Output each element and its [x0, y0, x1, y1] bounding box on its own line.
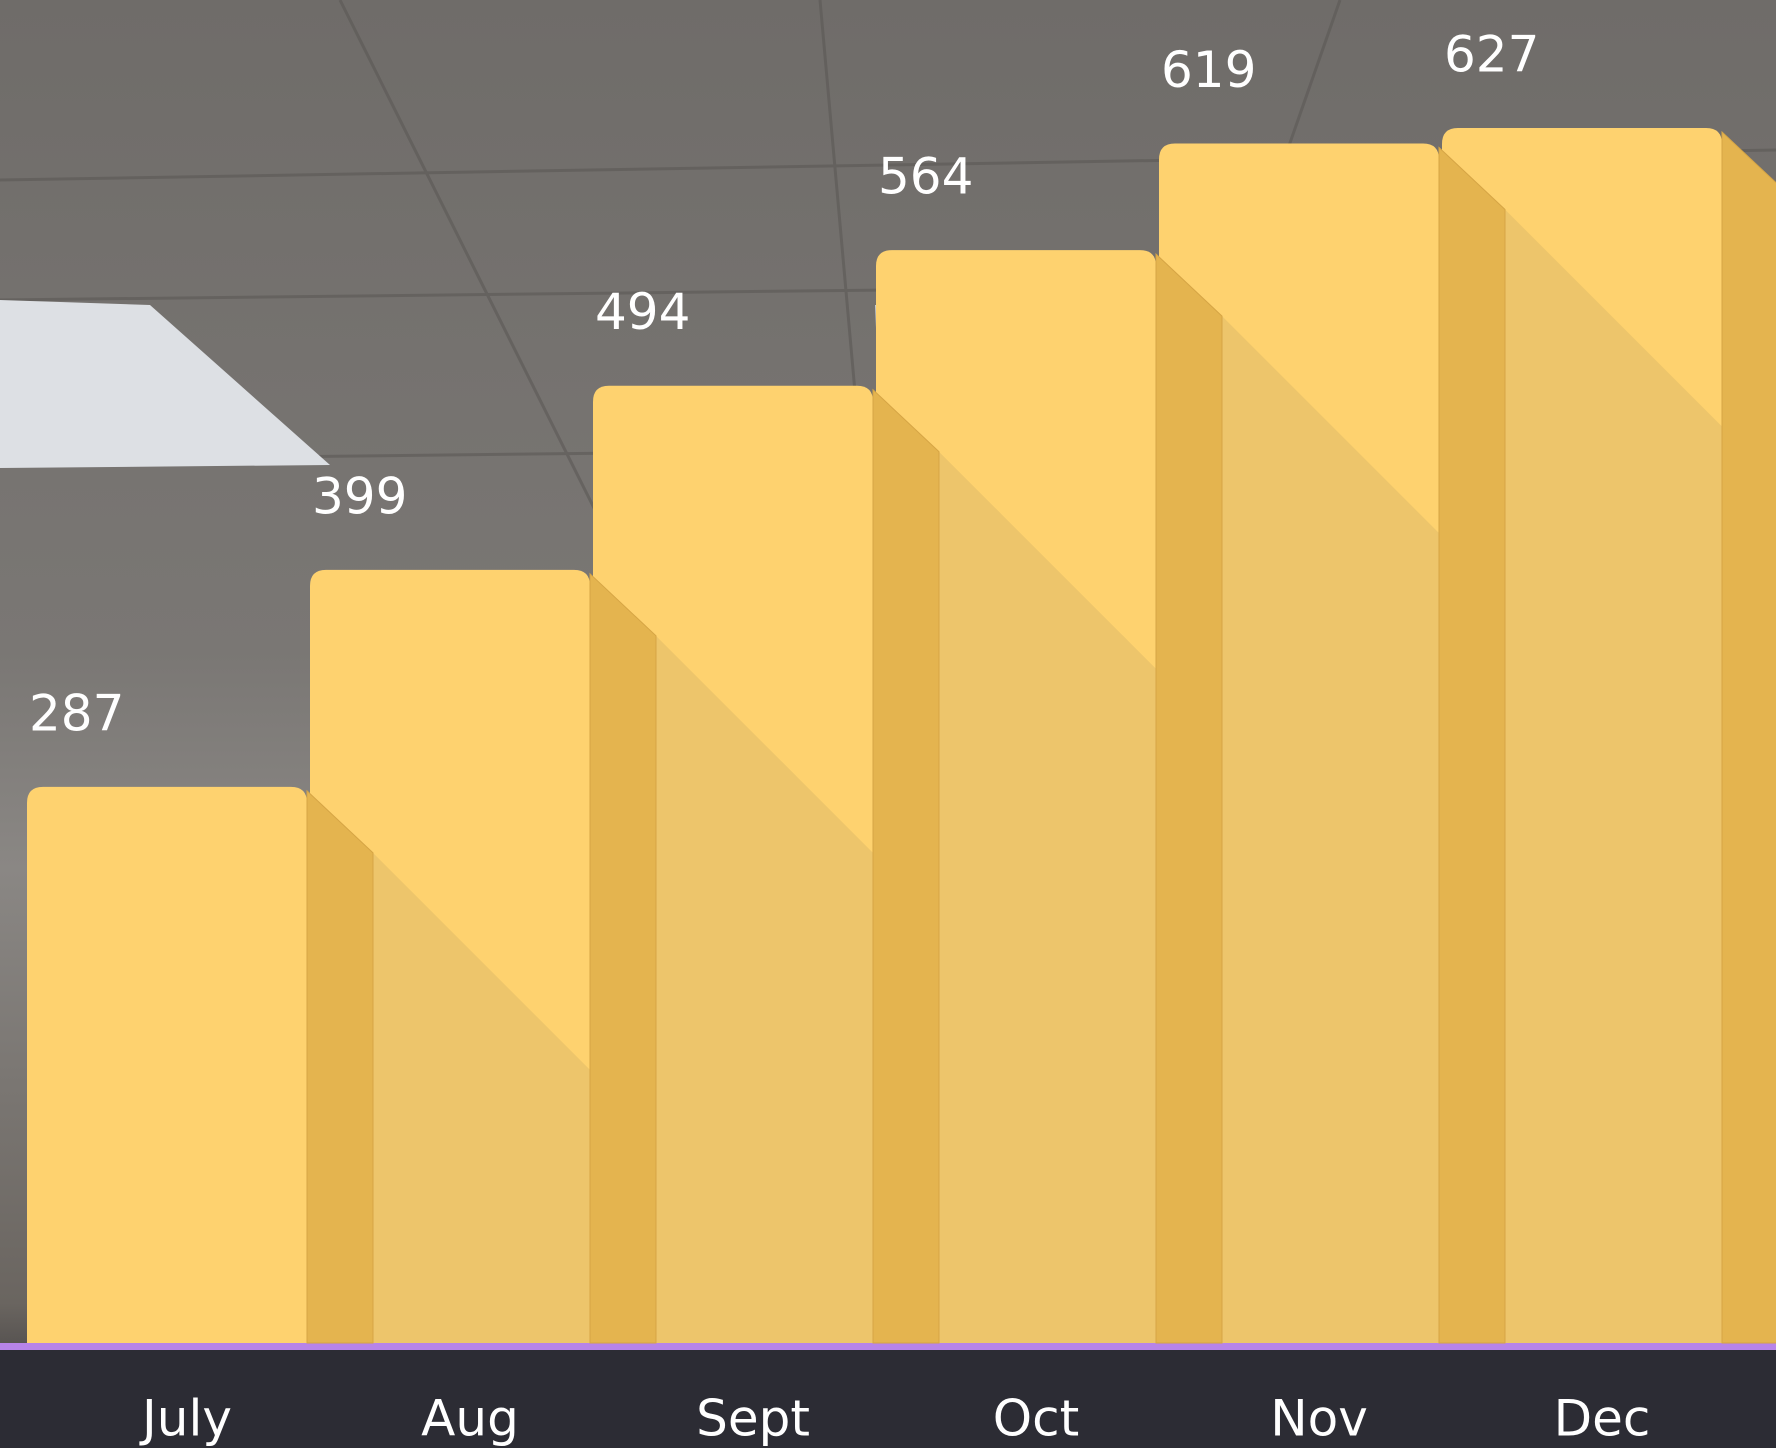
baseline: [0, 1343, 1776, 1350]
bar-shadow: [1505, 209, 1722, 1343]
value-label: 287: [29, 684, 124, 742]
bar-side: [306, 789, 374, 1344]
x-tick-label: Nov: [1270, 1390, 1368, 1448]
bar: [27, 786, 307, 1343]
value-label: 627: [1444, 26, 1539, 84]
value-label: 619: [1161, 41, 1256, 99]
bar-side: [1438, 146, 1506, 1344]
ceiling-light: [0, 300, 330, 468]
bar-shadow: [373, 852, 590, 1343]
value-label: 399: [312, 467, 407, 525]
bar-side: [1155, 252, 1223, 1344]
x-tick-label: July: [139, 1390, 232, 1448]
audience-strip: [0, 1350, 1776, 1448]
value-label: 494: [595, 283, 690, 341]
value-label: 564: [878, 148, 973, 206]
x-tick-label: Oct: [993, 1390, 1079, 1448]
bar-side: [1721, 130, 1776, 1344]
x-tick-label: Sept: [696, 1390, 810, 1448]
bar-shadow: [656, 635, 873, 1343]
x-tick-label: Aug: [421, 1390, 519, 1448]
bar-shadow: [1222, 316, 1439, 1344]
x-tick-label: Dec: [1554, 1390, 1651, 1448]
bar-side: [872, 388, 940, 1344]
bar-shadow: [939, 451, 1156, 1343]
bar-side: [589, 572, 657, 1344]
